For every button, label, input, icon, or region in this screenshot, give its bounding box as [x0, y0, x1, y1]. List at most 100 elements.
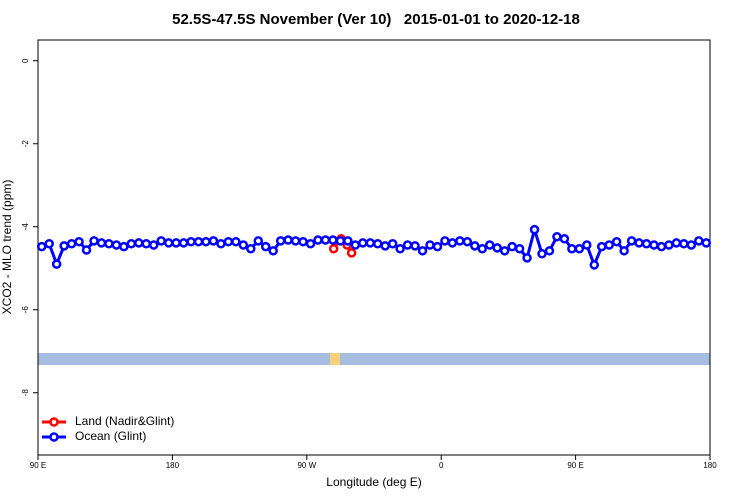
- point: [440, 236, 450, 246]
- point: [283, 235, 293, 245]
- y-tick-label: -6: [21, 306, 30, 314]
- point: [193, 236, 204, 247]
- point: [552, 231, 562, 242]
- point: [395, 243, 405, 254]
- y-tick-label: 0: [21, 58, 30, 63]
- point: [81, 245, 92, 255]
- point: [365, 238, 376, 248]
- point: [171, 238, 181, 248]
- point: [596, 241, 607, 252]
- point: [163, 238, 174, 248]
- point: [372, 239, 383, 249]
- chart-title: 52.5S-47.5S November (Ver 10) 2015-01-01…: [172, 11, 580, 28]
- point: [544, 246, 555, 256]
- point: [559, 234, 570, 244]
- point: [178, 238, 189, 248]
- point: [238, 240, 249, 250]
- point: [694, 236, 704, 246]
- point: [59, 241, 69, 251]
- point: [611, 236, 622, 247]
- land-mask: [330, 353, 340, 365]
- point: [156, 236, 166, 246]
- x-tick-label: 90 W: [297, 461, 316, 470]
- point: [402, 240, 413, 250]
- point: [582, 240, 592, 250]
- point: [641, 239, 652, 249]
- point: [656, 241, 667, 252]
- point: [66, 239, 77, 249]
- point: [201, 236, 211, 247]
- point: [320, 235, 331, 245]
- point: [328, 243, 339, 254]
- point: [417, 246, 428, 256]
- y-tick-label: -2: [21, 140, 30, 148]
- point: [522, 253, 532, 263]
- point: [148, 240, 159, 250]
- point: [492, 243, 502, 253]
- x-axis-label: Longitude (deg E): [326, 475, 421, 489]
- point: [208, 236, 219, 246]
- point: [96, 238, 107, 248]
- point: [507, 241, 517, 252]
- y-tick-label: -8: [21, 389, 30, 397]
- point: [589, 260, 600, 270]
- point: [104, 239, 114, 249]
- point: [260, 241, 271, 252]
- point: [358, 238, 368, 248]
- point: [343, 236, 353, 246]
- point: [89, 236, 99, 246]
- point: [313, 235, 323, 245]
- point: [387, 239, 398, 249]
- point: [634, 238, 644, 248]
- point: [335, 236, 346, 246]
- point: [216, 239, 226, 249]
- point: [223, 236, 234, 247]
- point: [604, 240, 614, 250]
- point: [134, 238, 144, 248]
- point: [246, 243, 256, 254]
- x-tick-label: 0: [439, 461, 444, 470]
- point: [346, 248, 357, 258]
- y-tick-label: -4: [21, 223, 30, 231]
- point: [679, 239, 689, 249]
- y-axis-label: XCO2 - MLO trend (ppm): [0, 180, 14, 315]
- ocean-mask: [38, 353, 710, 365]
- point: [514, 243, 525, 254]
- point: [268, 246, 278, 256]
- point: [664, 240, 674, 250]
- x-tick-label: 180: [166, 461, 180, 470]
- point: [701, 238, 712, 248]
- point: [499, 246, 510, 256]
- point: [410, 241, 420, 251]
- legend-label: Land (Nadir&Glint): [75, 414, 174, 428]
- point: [649, 240, 659, 250]
- point: [305, 239, 316, 249]
- point: [425, 240, 435, 250]
- point: [686, 240, 697, 250]
- x-tick-label: 90 E: [30, 461, 46, 470]
- point: [470, 241, 480, 251]
- point: [626, 236, 637, 246]
- point: [350, 240, 361, 250]
- point: [253, 236, 264, 246]
- point: [126, 239, 137, 249]
- x-tick-label: 180: [703, 461, 717, 470]
- point: [119, 241, 129, 252]
- point: [51, 259, 62, 269]
- point: [44, 239, 54, 249]
- point: [298, 236, 308, 247]
- point: [111, 240, 122, 250]
- legend-label: Ocean (Glint): [75, 429, 146, 443]
- point: [328, 235, 338, 245]
- point: [141, 239, 152, 249]
- point: [567, 243, 577, 254]
- point: [186, 236, 196, 247]
- point: [290, 236, 301, 246]
- point: [455, 236, 465, 246]
- point: [484, 240, 495, 250]
- point: [74, 236, 84, 247]
- point: [432, 241, 443, 252]
- point: [447, 238, 458, 248]
- legend-marker: [49, 417, 59, 427]
